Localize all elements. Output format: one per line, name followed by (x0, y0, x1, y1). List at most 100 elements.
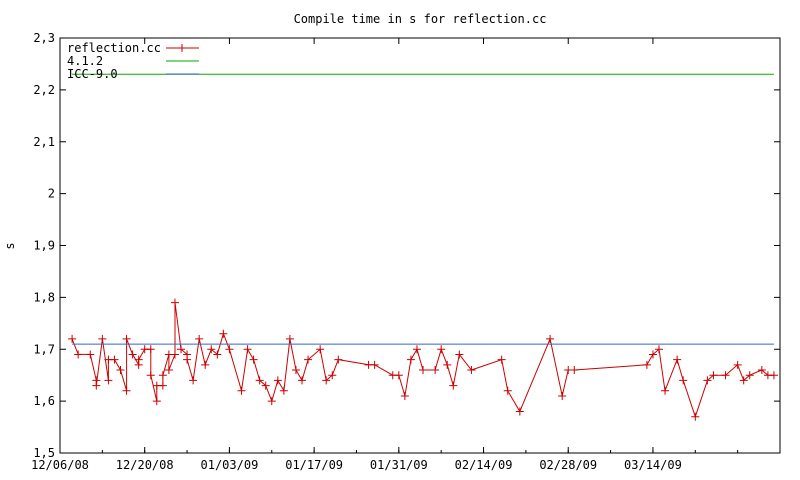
data-point-marker (183, 355, 192, 364)
data-point-marker (721, 371, 730, 380)
data-point-marker (189, 376, 198, 385)
data-point-marker (285, 334, 294, 343)
data-point-marker (273, 376, 282, 385)
data-point-marker (322, 376, 331, 385)
data-point-marker (213, 350, 222, 359)
data-point-marker (679, 376, 688, 385)
legend-label: 4.1.2 (67, 54, 103, 68)
data-point-marker (648, 350, 657, 359)
data-point-marker (291, 366, 300, 374)
x-tick-label: 12/20/08 (116, 458, 174, 472)
y-axis-label: s (3, 242, 17, 249)
data-point-marker (328, 371, 337, 380)
x-tick-label: 01/03/09 (201, 458, 259, 472)
data-point-marker (74, 350, 83, 359)
data-point-marker (443, 360, 452, 369)
data-point-marker (279, 386, 288, 395)
data-point-marker (546, 334, 555, 343)
data-point-marker (733, 360, 742, 369)
data-point-marker (267, 397, 276, 406)
data-point-marker (146, 371, 155, 380)
data-point-marker (261, 381, 270, 390)
data-point-marker (243, 345, 252, 354)
x-tick-label: 01/17/09 (285, 458, 343, 472)
data-point-marker (497, 355, 506, 364)
data-point-marker (661, 386, 670, 395)
data-point-marker (394, 371, 403, 380)
data-point-marker (122, 386, 131, 395)
y-tick-label: 1,8 (33, 290, 55, 304)
data-point-marker (237, 386, 246, 395)
data-point-marker (219, 329, 228, 338)
x-tick-label: 03/14/09 (624, 458, 682, 472)
data-point-marker (134, 355, 143, 364)
data-point-marker (68, 334, 77, 343)
data-point-marker (431, 366, 440, 374)
data-point-marker (769, 371, 778, 380)
y-tick-label: 1,7 (33, 342, 55, 356)
data-point-marker (164, 366, 173, 374)
data-point-marker (104, 376, 113, 385)
data-point-marker (207, 345, 216, 354)
axis-ticks: 1,5 1,6 1,7 1,8 1,9 2 2,1 2,2 2,3 12/06/08 12/20/0… (31, 31, 781, 472)
data-point-marker (195, 334, 204, 343)
data-point-marker (316, 345, 325, 354)
data-point-marker (642, 360, 651, 369)
x-tick-label: 12/06/08 (31, 458, 89, 472)
y-tick-label: 1,5 (33, 446, 55, 460)
data-point-marker (255, 376, 264, 385)
data-point-marker (673, 355, 682, 364)
data-point-marker (158, 381, 167, 390)
y-tick-label: 1,6 (33, 394, 55, 408)
series-0 (68, 298, 778, 421)
data-point-marker (86, 350, 95, 359)
plot-frame (59, 37, 781, 454)
data-point-marker (370, 360, 379, 369)
data-point-marker (298, 376, 307, 385)
data-point-marker (412, 345, 421, 354)
data-point-marker (334, 355, 343, 364)
data-point-marker (128, 350, 137, 359)
legend-label: reflection.cc (67, 41, 161, 55)
legend-swatch-marker (178, 44, 186, 52)
data-point-marker (455, 350, 464, 359)
data-point-marker (170, 350, 179, 359)
data-point-marker (515, 407, 524, 416)
data-point-marker (503, 386, 512, 395)
y-tick-label: 2,1 (33, 135, 55, 149)
data-point-marker (467, 366, 476, 374)
y-tick-label: 2,2 (33, 83, 55, 97)
data-point-marker (437, 345, 446, 354)
series-layer (68, 73, 778, 421)
data-point-marker (177, 345, 186, 354)
data-point-marker (400, 391, 409, 400)
data-point-marker (745, 371, 754, 380)
data-point-marker (304, 355, 313, 364)
data-point-marker (703, 376, 712, 385)
data-point-marker (146, 345, 155, 354)
data-point-marker (122, 334, 131, 343)
chart-title: Compile time in s for reflection.cc (294, 12, 547, 26)
data-point-marker (709, 371, 718, 380)
data-point-marker (558, 391, 567, 400)
data-point-marker (152, 397, 161, 406)
data-point-marker (654, 345, 663, 354)
y-tick-label: 2 (48, 187, 55, 201)
data-point-marker (757, 366, 766, 374)
data-point-marker (110, 355, 119, 364)
data-point-marker (419, 366, 428, 374)
data-point-marker (449, 381, 458, 390)
data-point-marker (406, 355, 415, 364)
data-point-marker (691, 412, 700, 421)
data-point-marker (98, 334, 107, 343)
data-point-marker (116, 366, 125, 374)
data-point-marker (570, 366, 579, 374)
data-point-marker (201, 360, 210, 369)
data-point-marker (158, 371, 167, 380)
data-point-marker (225, 345, 234, 354)
y-tick-label: 2,3 (33, 31, 55, 45)
x-tick-label: 02/14/09 (455, 458, 513, 472)
